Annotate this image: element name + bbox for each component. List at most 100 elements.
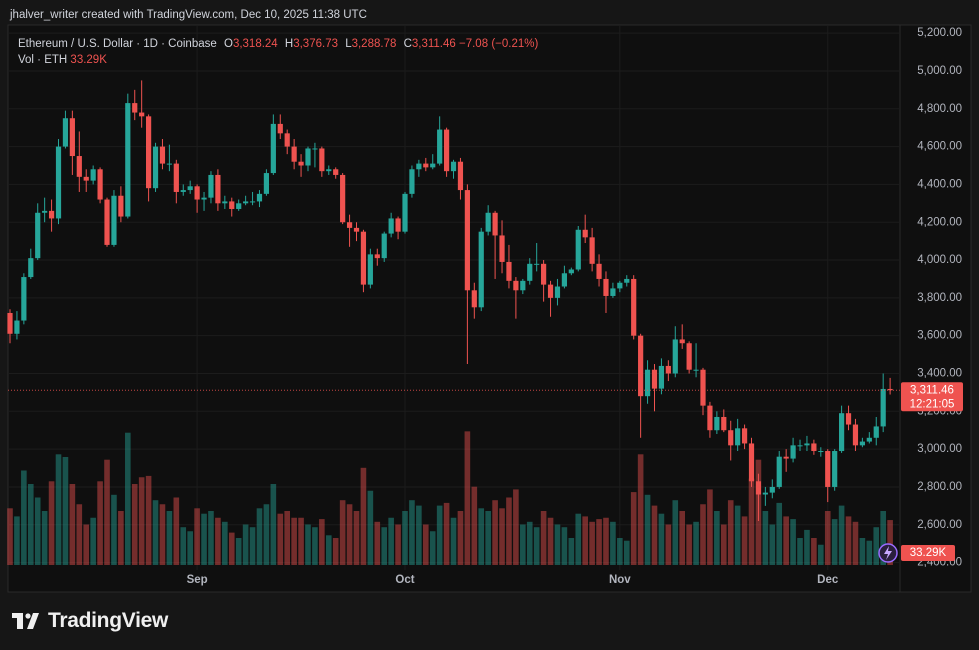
- volume-layer: [7, 431, 893, 565]
- candle-body: [554, 286, 561, 298]
- volume-bar: [762, 511, 769, 565]
- volume-bar: [21, 470, 27, 565]
- volume-bar: [319, 519, 325, 565]
- volume-bar: [41, 511, 48, 565]
- volume-bar: [263, 504, 270, 565]
- volume-bar: [284, 511, 290, 565]
- legend-value: 3,376.73: [293, 38, 338, 50]
- volume-bar: [374, 521, 381, 565]
- y-tick-label: 3,000.00: [917, 443, 962, 455]
- volume-bar: [506, 497, 512, 565]
- candle-body: [624, 278, 630, 283]
- volume-bar: [332, 538, 339, 565]
- candle-body: [561, 273, 567, 287]
- volume-bar: [575, 513, 582, 565]
- candle-body: [686, 343, 692, 370]
- candle-body: [76, 156, 82, 177]
- y-tick-label: 2,800.00: [917, 481, 962, 493]
- candle-body: [125, 103, 131, 217]
- candle-body: [596, 263, 602, 279]
- candle-body: [735, 428, 741, 446]
- volume-bar: [845, 516, 852, 565]
- candle-body: [367, 254, 373, 285]
- candle-body: [353, 227, 360, 232]
- volume-bar: [672, 500, 679, 565]
- candle-body: [326, 169, 332, 172]
- volume-bar: [235, 538, 242, 565]
- candle-body: [873, 426, 879, 438]
- y-tick-label: 3,600.00: [917, 330, 962, 342]
- volume-bar: [887, 520, 893, 565]
- volume-bar: [727, 500, 734, 565]
- candle-body: [672, 339, 678, 374]
- legend-value: 3,311.46: [411, 38, 456, 50]
- legend-key: O: [223, 38, 233, 50]
- volume-bar: [228, 532, 235, 565]
- volume-bar: [852, 521, 859, 565]
- volume-bar: [824, 511, 831, 565]
- candle-body: [104, 199, 110, 245]
- volume-bar: [360, 467, 367, 565]
- candle-body: [118, 195, 124, 217]
- volume-bar: [429, 531, 436, 565]
- volume-bar: [312, 527, 318, 565]
- volume-bar: [395, 524, 401, 565]
- candle-body: [541, 263, 547, 285]
- candle-body: [83, 176, 89, 181]
- candle-body: [859, 441, 865, 446]
- volume-tag: 33.29K: [910, 547, 947, 559]
- volume-bar: [526, 521, 533, 565]
- candle-body: [478, 231, 484, 308]
- volume-bar: [457, 511, 464, 565]
- volume-bar: [492, 500, 498, 565]
- volume-title: Vol · ETH: [18, 54, 68, 66]
- candle-body: [839, 413, 845, 452]
- volume-bar: [159, 504, 166, 565]
- volume-bar: [513, 489, 519, 565]
- volume-bar: [478, 508, 485, 565]
- volume-bar: [388, 517, 394, 565]
- volume-bar: [339, 500, 346, 565]
- volume-bar: [838, 505, 845, 565]
- candle-body: [291, 146, 297, 162]
- legend: Ethereum / U.S. Dollar · 1D · Coinbase O…: [18, 36, 538, 68]
- volume-bar: [520, 524, 526, 565]
- volume-bar: [125, 432, 131, 565]
- candle-body: [55, 146, 62, 219]
- axes-layer: 2,400.002,600.002,800.003,000.003,200.00…: [8, 27, 963, 586]
- candle-body: [547, 284, 554, 298]
- candle-body: [277, 123, 283, 134]
- candle-body: [194, 186, 200, 200]
- candle-body: [783, 456, 789, 459]
- y-tick-label: 4,800.00: [917, 103, 962, 115]
- legend-key: H: [284, 38, 294, 50]
- candle-body: [312, 148, 318, 150]
- volume-bar: [111, 494, 117, 565]
- y-tick-label: 5,200.00: [917, 27, 962, 39]
- volume-bar: [145, 475, 152, 565]
- candle-body: [97, 169, 103, 200]
- volume-bar: [540, 511, 547, 565]
- volume-bar: [436, 505, 443, 565]
- candle-body: [284, 133, 290, 147]
- volume-bar: [131, 484, 138, 565]
- candle-body: [880, 388, 886, 427]
- candle-body: [811, 443, 817, 452]
- candle-body: [721, 416, 727, 431]
- volume-bar: [402, 511, 408, 565]
- volume-bar: [187, 531, 193, 565]
- volume-bar: [547, 517, 554, 565]
- candle-body: [222, 201, 228, 204]
- candle-body: [825, 451, 831, 487]
- candle-body: [631, 278, 637, 336]
- candle-body: [333, 169, 339, 175]
- volume-bar: [249, 527, 256, 565]
- volume-bar: [166, 511, 173, 565]
- volume-bar: [693, 521, 699, 565]
- candle-body: [658, 365, 665, 389]
- volume-bar: [797, 538, 803, 565]
- volume-bar: [589, 521, 595, 565]
- volume-bar: [69, 484, 76, 565]
- volume-bar: [769, 524, 776, 565]
